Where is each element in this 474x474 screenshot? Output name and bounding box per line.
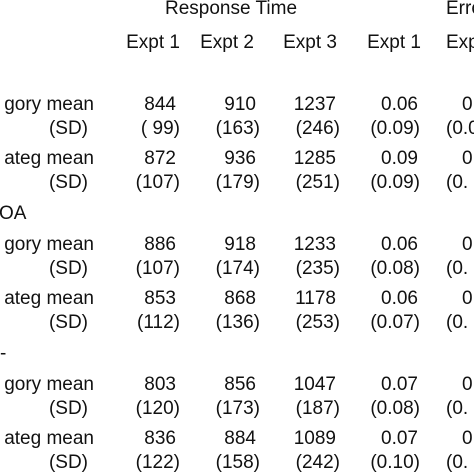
table-cell: (0.09) (370, 172, 420, 193)
row-label: gory mean (4, 234, 94, 255)
table-cell: (0.08) (370, 258, 420, 279)
table-cell: 0 (462, 94, 473, 115)
col-header-err-expt1: Expt 1 (367, 32, 421, 53)
table-cell: 0.06 (381, 234, 418, 255)
table-cell: (0.0 (446, 118, 474, 139)
col-header-rt-expt2: Expt 2 (200, 32, 254, 53)
table-cell: 1285 (293, 148, 336, 169)
sd-label: (SD) (48, 258, 88, 279)
table-cell: (0.09) (370, 118, 420, 139)
table-cell: 0.07 (381, 428, 418, 449)
table-cell: 853 (144, 288, 176, 309)
table-cell: (0. (446, 398, 469, 419)
table-cell: (173) (215, 398, 260, 419)
table-cell: (235) (295, 258, 340, 279)
table-cell: (0.07) (370, 312, 420, 333)
col-header-rt-expt1: Expt 1 (126, 32, 180, 53)
row-label: ateg mean (4, 148, 94, 169)
col-header-err-expt2: Expt (446, 32, 474, 53)
row-label: gory mean (4, 94, 94, 115)
table-cell: (0. (446, 172, 469, 193)
table-cell: (174) (215, 258, 260, 279)
table-cell: 0.06 (381, 94, 418, 115)
table-cell: 884 (224, 428, 256, 449)
table-cell: (107) (135, 172, 180, 193)
table-cell: 0.07 (381, 374, 418, 395)
table-cell: 0 (462, 148, 473, 169)
sd-label: (SD) (48, 118, 88, 139)
table-cell: 1047 (293, 374, 336, 395)
row-label: gory mean (4, 374, 94, 395)
table-cell: 803 (144, 374, 176, 395)
table-cell: 0.09 (381, 148, 418, 169)
table-cell: 856 (224, 374, 256, 395)
table-cell: (187) (295, 398, 340, 419)
table-cell: (246) (295, 118, 340, 139)
table-cell: (0. (446, 452, 469, 473)
table-cell: (158) (215, 452, 260, 473)
table-cell: (136) (215, 312, 260, 333)
table-cell: 0 (462, 374, 473, 395)
table-cell: (0.08) (370, 398, 420, 419)
table-cell: (107) (135, 258, 180, 279)
sd-label: (SD) (48, 312, 88, 333)
table-cell: 844 (144, 94, 176, 115)
table-cell: 0 (462, 288, 473, 309)
table-cell: 0 (462, 428, 473, 449)
table-cell: (0. (446, 258, 469, 279)
row-label: ateg mean (4, 288, 94, 309)
table-cell: 1233 (293, 234, 336, 255)
table-cell: 872 (144, 148, 176, 169)
table-cell: ( 99) (140, 118, 180, 139)
table-cell: 1237 (293, 94, 336, 115)
sd-label: (SD) (48, 452, 88, 473)
table-cell: 0.06 (381, 288, 418, 309)
col-header-rt-expt3: Expt 3 (283, 32, 337, 53)
table-cell: 910 (224, 94, 256, 115)
table-cell: 836 (144, 428, 176, 449)
table-cell: (112) (137, 312, 180, 333)
table-cell: (242) (295, 452, 340, 473)
table-cell: 936 (224, 148, 256, 169)
section-label: - (0, 343, 7, 364)
table-cell: 1178 (295, 288, 336, 309)
group-header-response-time: Response Time (165, 0, 298, 19)
table-cell: (163) (215, 118, 260, 139)
table-cell: (0. (446, 312, 469, 333)
table-cell: 0 (462, 234, 473, 255)
table-cell: 868 (224, 288, 256, 309)
table-cell: (251) (295, 172, 340, 193)
sd-label: (SD) (48, 172, 88, 193)
table-cell: (253) (295, 312, 340, 333)
section-label: OA (0, 203, 27, 224)
table-cell: (120) (135, 398, 180, 419)
table-cell: (179) (215, 172, 260, 193)
table-cell: 918 (224, 234, 256, 255)
table-cell: 1089 (293, 428, 336, 449)
table-cell: (122) (135, 452, 180, 473)
table-cell: 886 (144, 234, 176, 255)
row-label: ateg mean (4, 428, 94, 449)
sd-label: (SD) (48, 398, 88, 419)
group-header-errors: Erro (446, 0, 474, 19)
table-cell: (0.10) (370, 452, 420, 473)
